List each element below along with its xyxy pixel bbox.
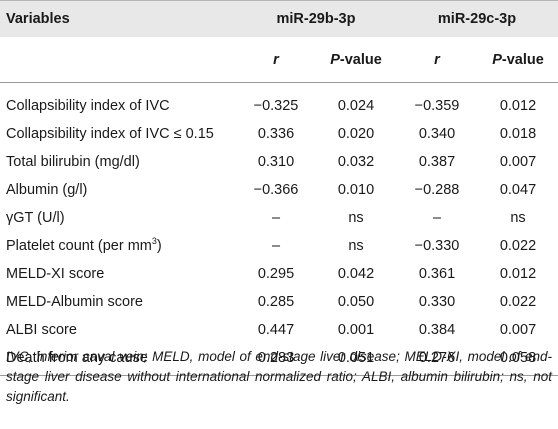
cell-p1: 0.001 <box>337 322 375 338</box>
cell-p2: 0.007 <box>499 322 537 338</box>
cell-r1: 0.285 <box>257 294 295 310</box>
cell-r2: 0.330 <box>418 294 456 310</box>
header-p-2-suffix: -value <box>501 51 544 68</box>
table-row: Albumin (g/l) −0.366 0.010 −0.288 0.047 <box>0 176 558 204</box>
header-group-mir29c: miR-29c-3p <box>396 0 558 37</box>
header-group-mir29c-label: miR-29c-3p <box>437 11 517 27</box>
table-row: γGT (U/l) – ns – ns <box>0 204 558 232</box>
cell-p1: 0.032 <box>337 154 375 170</box>
header-p-1-suffix: -value <box>339 51 382 68</box>
cell-r1: 0.283 <box>236 344 316 376</box>
cell-p2: 0.018 <box>499 126 537 142</box>
cell-p2: 0.022 <box>499 238 537 254</box>
cell-p1: 0.010 <box>337 182 375 198</box>
cell-r2: 0.276 <box>396 344 478 376</box>
header-p-2: P-value <box>478 37 558 83</box>
cell-r2: −0.330 <box>414 238 460 254</box>
header-r-2: r <box>396 37 478 83</box>
row-label: γGT (U/l) <box>6 210 65 226</box>
header-row-stats: r P-value r P-value <box>0 37 558 83</box>
table-row: MELD-XI score 0.295 0.042 0.361 0.012 <box>0 260 558 288</box>
row-label: Albumin (g/l) <box>6 182 88 198</box>
table-footnote: IVC, inferior caval vein; MELD, model of… <box>6 349 552 404</box>
row-label: Collapsibility index of IVC <box>6 98 170 114</box>
row-label: Death from any cause <box>0 344 236 376</box>
header-variables: Variables <box>0 0 236 37</box>
cell-r1: 0.336 <box>257 126 295 142</box>
cell-p1: 0.024 <box>337 98 375 114</box>
correlation-table: Variables miR-29b-3p miR-29c-3p r P-valu… <box>0 0 558 376</box>
cell-r1: −0.366 <box>253 182 299 198</box>
header-spacer <box>0 37 236 83</box>
header-p-2-letter: P <box>492 51 502 68</box>
cell-p2: 0.007 <box>499 154 537 170</box>
header-r-1: r <box>236 37 316 83</box>
cell-r1: 0.310 <box>257 154 295 170</box>
cell-p1: 0.020 <box>337 126 375 142</box>
row-label: MELD-XI score <box>6 266 105 282</box>
table-row: Total bilirubin (mg/dl) 0.310 0.032 0.38… <box>0 148 558 176</box>
header-group-mir29b: miR-29b-3p <box>236 0 396 37</box>
cell-p2: 0.012 <box>499 98 537 114</box>
table-row: Collapsibility index of IVC ≤ 0.15 0.336… <box>0 120 558 148</box>
table-row: Collapsibility index of IVC −0.325 0.024… <box>0 83 558 121</box>
cell-r1: −0.325 <box>253 98 299 114</box>
cell-p1: 0.050 <box>337 294 375 310</box>
table-row: Death from any cause 0.283 0.051 0.276 0… <box>0 344 558 376</box>
cell-p2: ns <box>510 210 526 226</box>
table-row: ALBI score 0.447 0.001 0.384 0.007 <box>0 316 558 344</box>
cell-r2: 0.387 <box>418 154 456 170</box>
cell-p2: 0.012 <box>499 266 537 282</box>
cell-p1: 0.042 <box>337 266 375 282</box>
cell-r2: 0.384 <box>418 322 456 338</box>
cell-r2: – <box>432 210 442 226</box>
row-label-superscript: 3 <box>151 236 157 247</box>
cell-p2: 0.047 <box>499 182 537 198</box>
table-body: Collapsibility index of IVC −0.325 0.024… <box>0 83 558 376</box>
table-row: MELD-Albumin score 0.285 0.050 0.330 0.0… <box>0 288 558 316</box>
cell-p1: ns <box>348 210 364 226</box>
cell-r1: – <box>271 238 281 254</box>
row-label: Total bilirubin (mg/dl) <box>6 154 140 170</box>
row-label: MELD-Albumin score <box>6 294 143 310</box>
cell-r1: – <box>271 210 281 226</box>
cell-p1: 0.051 <box>316 344 396 376</box>
cell-r2: 0.340 <box>418 126 456 142</box>
header-group-mir29b-label: miR-29b-3p <box>276 11 356 27</box>
row-label: Collapsibility index of IVC ≤ 0.15 <box>6 126 214 142</box>
row-label-text: Platelet count (per mm <box>6 238 152 254</box>
row-label-tail: ) <box>156 238 162 254</box>
cell-r2: 0.361 <box>418 266 456 282</box>
header-p-1: P-value <box>316 37 396 83</box>
cell-p1: ns <box>348 238 364 254</box>
cell-r1: 0.295 <box>257 266 295 282</box>
row-label: Platelet count (per mm3) <box>0 232 236 260</box>
cell-p2: 0.022 <box>499 294 537 310</box>
cell-r2: −0.359 <box>414 98 460 114</box>
cell-r2: −0.288 <box>414 182 460 198</box>
table-row: Platelet count (per mm3) – ns −0.330 0.0… <box>0 232 558 260</box>
header-row-groups: Variables miR-29b-3p miR-29c-3p <box>0 0 558 37</box>
row-label: ALBI score <box>6 322 77 338</box>
cell-p2: 0.058 <box>478 344 558 376</box>
cell-r1: 0.447 <box>257 322 295 338</box>
header-p-1-letter: P <box>330 51 340 68</box>
